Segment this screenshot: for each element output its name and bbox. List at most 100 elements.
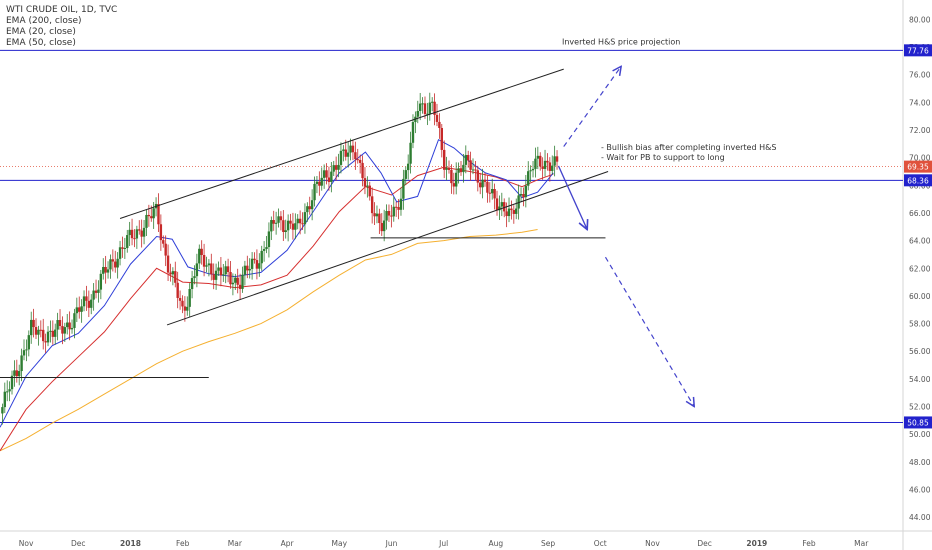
candle	[190, 270, 194, 299]
candle-body	[37, 329, 40, 335]
candle	[231, 273, 235, 296]
candle-body	[541, 166, 544, 169]
candle-body	[63, 327, 67, 334]
y-tick-label: 44.00	[909, 513, 931, 522]
candle-body	[310, 200, 314, 210]
candle	[248, 258, 251, 279]
candle	[51, 320, 55, 345]
candle-body	[13, 370, 16, 376]
candle	[82, 290, 86, 312]
candle	[435, 103, 439, 127]
candle	[313, 176, 316, 207]
x-tick-label: Oct	[594, 539, 607, 548]
candle	[61, 316, 64, 345]
candle-body	[469, 160, 472, 170]
candle-body	[114, 261, 117, 268]
candle	[130, 218, 134, 246]
candle-body	[22, 350, 26, 356]
candle	[212, 263, 215, 290]
candle-body	[476, 170, 480, 183]
candle-body	[176, 282, 179, 298]
candle-body	[188, 289, 191, 307]
x-tick-label: Dec	[71, 539, 86, 548]
candle-body	[334, 165, 338, 170]
candle	[267, 222, 271, 258]
candle	[394, 201, 398, 217]
candle-body	[94, 290, 98, 293]
candle	[205, 256, 208, 273]
candle	[270, 216, 273, 241]
candle-body	[361, 162, 364, 179]
candle-body	[241, 274, 244, 289]
candle-body	[483, 179, 487, 182]
candle	[73, 308, 76, 339]
candle-body	[87, 300, 91, 308]
candle-body	[174, 271, 177, 283]
candle-body	[339, 150, 343, 165]
candle	[25, 339, 28, 362]
candle	[222, 263, 225, 282]
candle	[438, 113, 441, 139]
candle-body	[404, 170, 407, 179]
candle	[334, 156, 338, 181]
candle-body	[486, 181, 489, 193]
candle	[272, 210, 275, 231]
candle	[286, 214, 290, 242]
candle-body	[510, 208, 513, 211]
candle-body	[337, 164, 340, 170]
chart-legend: WTI CRUDE OIL, 1D, TVC EMA (200, close) …	[6, 5, 117, 49]
x-tick-label: Aug	[489, 539, 504, 548]
x-tick-label: Jul	[438, 539, 448, 548]
candle-body	[58, 320, 62, 326]
candle-body	[224, 266, 227, 275]
candle-body	[54, 329, 57, 337]
candle-body	[375, 213, 379, 217]
candle	[246, 255, 249, 279]
candle	[325, 163, 328, 185]
candle	[339, 142, 343, 174]
candle	[265, 236, 268, 254]
candle-body	[195, 263, 199, 277]
candle-body	[363, 178, 367, 187]
candle-body	[267, 231, 271, 248]
candle-body	[495, 198, 499, 211]
legend-ema20: EMA (20, close)	[6, 27, 76, 37]
candle	[404, 166, 407, 185]
candle	[531, 160, 535, 178]
candle	[409, 131, 412, 174]
candle	[188, 283, 191, 317]
candle-body	[202, 254, 206, 267]
candle	[479, 172, 482, 195]
candle	[66, 313, 69, 335]
candle-body	[553, 156, 556, 166]
candle	[363, 167, 367, 195]
candle	[368, 181, 371, 201]
candle-body	[138, 229, 141, 231]
candle	[255, 249, 259, 280]
candle-body	[356, 159, 359, 161]
candle	[373, 202, 376, 226]
candle-body	[193, 276, 196, 279]
candle	[310, 189, 314, 221]
candle-body	[527, 171, 530, 186]
candle	[510, 200, 513, 220]
candle-body	[133, 238, 136, 240]
candle	[116, 252, 119, 279]
candle-body	[286, 220, 290, 231]
candle	[30, 311, 33, 344]
ema50-line	[0, 166, 554, 452]
candle	[464, 145, 468, 174]
candle	[32, 308, 35, 338]
candle	[553, 145, 556, 177]
candle	[546, 153, 549, 171]
price-level-label: 77.76	[907, 46, 929, 55]
candle	[78, 296, 81, 319]
candle	[462, 153, 465, 183]
x-tick-label: Dec	[697, 539, 712, 548]
candle	[195, 253, 199, 288]
candle	[238, 273, 242, 300]
candle-body	[226, 266, 230, 272]
candle-body	[32, 319, 35, 328]
x-tick-label: Nov	[19, 539, 34, 548]
